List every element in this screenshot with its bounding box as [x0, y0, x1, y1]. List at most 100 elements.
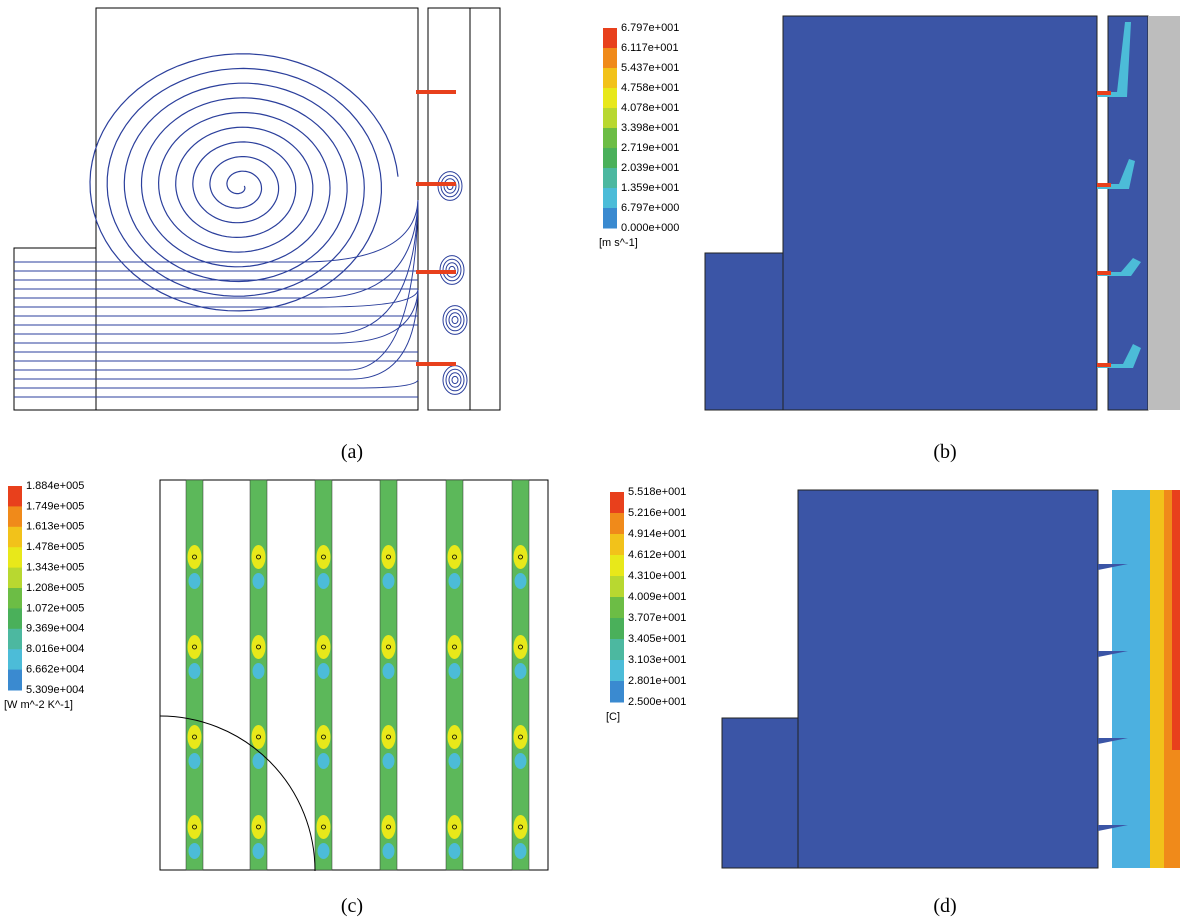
colorbar-label: 3.405e+001	[628, 633, 686, 645]
colorbar-label: 5.309e+004	[26, 684, 84, 696]
hole	[518, 554, 523, 560]
hotspot	[381, 815, 396, 839]
colorbar-segment	[603, 188, 617, 209]
colorbar-segment	[8, 628, 22, 650]
hole	[321, 554, 326, 560]
colorbar-segment	[603, 208, 617, 229]
colorbar-label: 4.914e+001	[628, 528, 686, 540]
hotspot	[251, 545, 266, 569]
coldspot	[382, 843, 395, 859]
colorbar-unit: [W m^-2 K^-1]	[4, 699, 73, 711]
hole	[452, 644, 457, 650]
colorbar-label: 5.437e+001	[621, 62, 679, 74]
wall	[1148, 16, 1180, 410]
colorbar-label: 4.310e+001	[628, 570, 686, 582]
coldspot	[448, 843, 461, 859]
colorbar-segment	[610, 618, 624, 640]
hole	[256, 554, 261, 560]
colorbar-label: 1.884e+005	[26, 480, 84, 492]
panel-label: (a)	[341, 441, 363, 463]
hole	[386, 824, 391, 830]
jet	[416, 90, 456, 94]
coldspot	[252, 753, 265, 769]
colorbar-label: 1.478e+005	[26, 541, 84, 553]
coldspot	[514, 843, 527, 859]
colorbar-unit: [m s^-1]	[599, 237, 638, 249]
colorbar-label: 3.398e+001	[621, 122, 679, 134]
hotspot	[447, 635, 462, 659]
hotspot	[513, 815, 528, 839]
colorbar-segment	[610, 681, 624, 703]
hotspot	[187, 545, 202, 569]
coldspot	[317, 663, 330, 679]
coldspot	[188, 753, 201, 769]
hotspot	[381, 725, 396, 749]
hole	[386, 644, 391, 650]
domain	[797, 489, 1099, 869]
colorbar-label: 5.518e+001	[628, 486, 686, 498]
vortex	[451, 375, 459, 385]
hotspot	[381, 545, 396, 569]
vortex	[448, 312, 462, 328]
hole	[256, 734, 261, 740]
hotspot	[513, 725, 528, 749]
domain-box	[159, 479, 549, 871]
colorbar-label: 4.009e+001	[628, 591, 686, 603]
colorbar-label: 6.797e+001	[621, 22, 679, 34]
vortex	[451, 315, 459, 325]
vortex	[442, 365, 468, 395]
hole	[321, 644, 326, 650]
hole	[452, 554, 457, 560]
colorbar-segment	[8, 588, 22, 609]
colorbar-segment	[610, 513, 624, 535]
wall-layer	[1150, 490, 1164, 868]
colorbar-segment	[603, 88, 617, 109]
colorbar-segment	[610, 492, 624, 514]
hotspot	[513, 635, 528, 659]
vortex	[445, 308, 465, 332]
colorbar-segment	[8, 669, 22, 691]
colorbar-label: 4.758e+001	[621, 82, 679, 94]
wall-layer	[1172, 490, 1180, 750]
coldspot	[317, 573, 330, 589]
colorbar-segment	[610, 555, 624, 577]
coldspot	[382, 663, 395, 679]
arc	[159, 715, 316, 872]
hotspot	[316, 725, 331, 749]
colorbar-segment	[603, 68, 617, 89]
colorbar-label: 1.208e+005	[26, 582, 84, 594]
coldspot	[252, 663, 265, 679]
streamline	[14, 199, 419, 371]
hole	[518, 644, 523, 650]
hotspot	[381, 635, 396, 659]
colorbar-label: 4.078e+001	[621, 102, 679, 114]
colorbar-label: 1.072e+005	[26, 602, 84, 614]
panel-label: (d)	[933, 895, 956, 917]
hole	[192, 824, 197, 830]
colorbar-label: 5.216e+001	[628, 507, 686, 519]
colorbar-label: 0.000e+000	[621, 222, 679, 234]
colorbar-label: 6.662e+004	[26, 664, 84, 676]
coldspot	[382, 573, 395, 589]
hotspot	[316, 635, 331, 659]
coldspot	[448, 753, 461, 769]
coldspot	[188, 663, 201, 679]
hole	[321, 734, 326, 740]
jet	[416, 182, 456, 186]
colorbar-label: 8.016e+004	[26, 643, 84, 655]
channel	[1107, 15, 1149, 411]
colorbar-segment	[610, 576, 624, 598]
hotspot	[251, 725, 266, 749]
panel-label: (c)	[341, 895, 363, 917]
jets	[1098, 564, 1128, 831]
panel-a	[13, 7, 501, 411]
colorbar-segment	[8, 506, 22, 528]
coldspot	[514, 573, 527, 589]
coldspot	[448, 663, 461, 679]
colorbar-segment	[8, 567, 22, 589]
streamline	[14, 289, 419, 344]
jet	[416, 362, 456, 366]
colorbar-label: 1.343e+005	[26, 562, 84, 574]
vortex	[442, 305, 468, 335]
hole	[452, 824, 457, 830]
